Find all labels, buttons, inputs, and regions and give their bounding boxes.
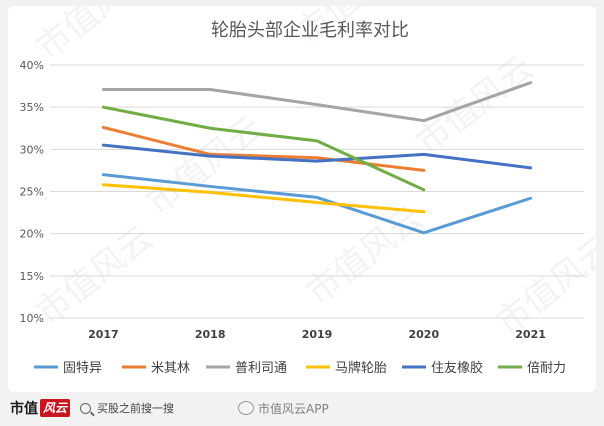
x-tick-label: 2018 (195, 328, 226, 341)
series-line (101, 105, 426, 192)
line-chart: 市值风云市值风云市值风云市值风云市值风云市值风云市值风云 轮胎头部企业毛利率对比… (20, 6, 596, 376)
watermark-text: 市值风云 (139, 108, 271, 223)
y-tick-label: 40% (20, 59, 44, 72)
y-tick-label: 30% (20, 143, 44, 156)
y-axis-ticks: 10% 15% 20% 25% 30% 35% 40% (20, 59, 44, 325)
y-tick-label: 20% (20, 228, 44, 241)
search-hint[interactable]: 买股之前搜一搜 (80, 398, 174, 418)
legend-label: 米其林 (151, 361, 190, 376)
brand-text: 市值 (10, 401, 38, 417)
x-tick-label: 2017 (88, 328, 119, 341)
series-line (101, 183, 426, 214)
legend: 固特异 米其林 普利司通 马牌轮胎 住友橡胶 倍耐力 (34, 360, 566, 376)
series-line (101, 143, 533, 170)
x-tick-label: 2020 (408, 328, 439, 341)
chart-card: 市值风云市值风云市值风云市值风云市值风云市值风云市值风云 轮胎头部企业毛利率对比… (8, 6, 596, 392)
series-lines (101, 81, 533, 235)
x-tick-label: 2019 (302, 328, 333, 341)
y-tick-label: 15% (20, 270, 44, 283)
weibo-icon (238, 401, 254, 415)
watermark-text: 市值风云 (489, 228, 596, 343)
search-text: 买股之前搜一搜 (97, 402, 174, 415)
footer-bar: 市值 风云 买股之前搜一搜 市值风云APP (0, 394, 604, 426)
brand-logo[interactable]: 市值 风云 (10, 398, 71, 418)
search-icon (80, 402, 91, 414)
legend-label: 倍耐力 (527, 361, 566, 376)
y-tick-label: 10% (20, 312, 44, 325)
y-tick-label: 25% (20, 186, 44, 199)
weibo-text: 市值风云APP (258, 401, 329, 416)
weibo-handle: 市值风云APP (238, 398, 329, 418)
legend-label: 固特异 (63, 361, 102, 376)
legend-label: 普利司通 (235, 361, 287, 376)
watermark-text: 市值风云 (299, 198, 431, 313)
series-line (101, 81, 533, 123)
y-tick-label: 35% (20, 101, 44, 114)
x-axis-ticks: 2017 2018 2019 2020 2021 (88, 328, 546, 341)
watermark-text: 市值风云 (29, 6, 161, 68)
legend-label: 马牌轮胎 (335, 360, 387, 376)
series-line (101, 173, 533, 235)
brand-mark: 风云 (40, 399, 71, 417)
chart-title: 轮胎头部企业毛利率对比 (211, 20, 409, 41)
gridlines (50, 64, 584, 319)
legend-label: 住友橡胶 (431, 360, 483, 376)
x-tick-label: 2021 (515, 328, 546, 341)
